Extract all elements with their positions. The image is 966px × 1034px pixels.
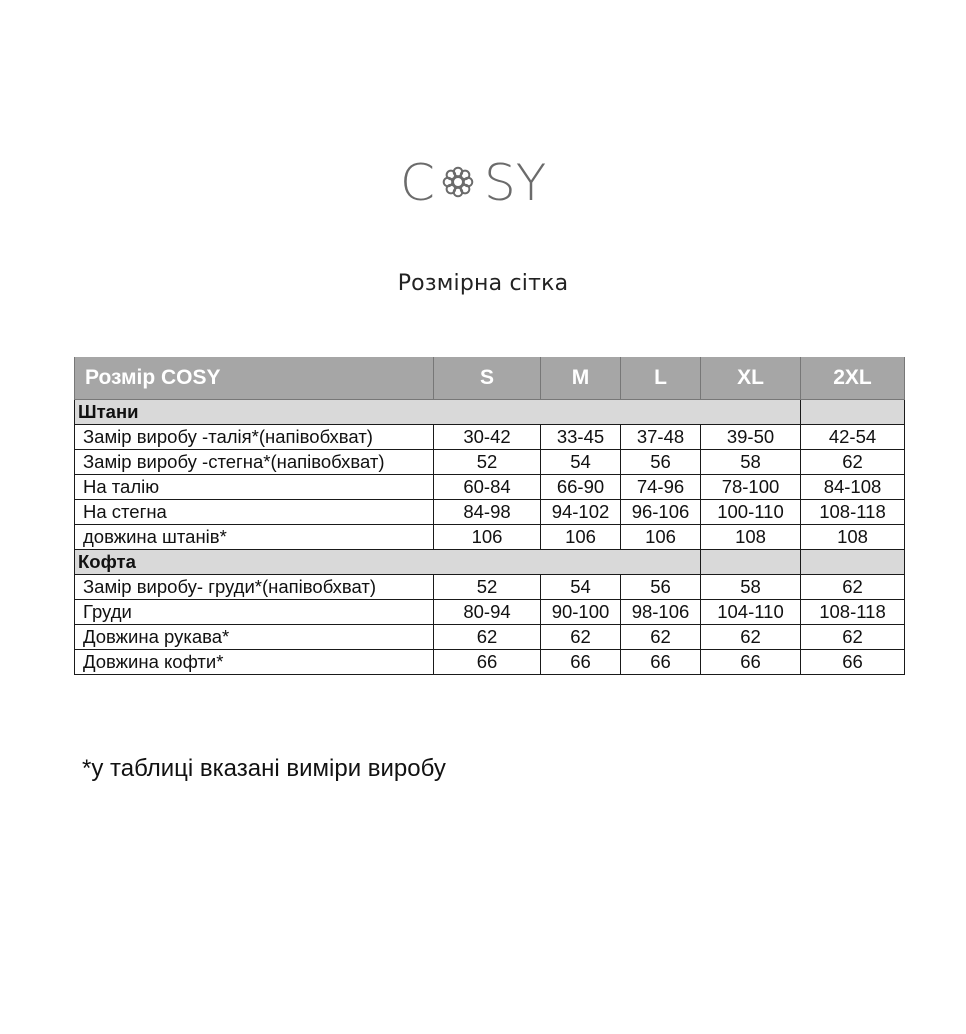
size-value-cell: 33-45	[540, 424, 621, 450]
size-value-cell: 108	[800, 524, 905, 550]
size-value-cell: 62	[700, 624, 801, 650]
size-value-cell: 37-48	[620, 424, 701, 450]
size-value-cell: 66	[540, 649, 621, 675]
size-value-cell: 106	[620, 524, 701, 550]
row-label: Довжина кофти*	[74, 649, 434, 675]
size-value-cell: 106	[540, 524, 621, 550]
row-label: Замір виробу -стегна*(напівобхват)	[74, 449, 434, 475]
size-value-cell: 54	[540, 574, 621, 600]
size-value-cell: 54	[540, 449, 621, 475]
table-row: Довжина рукава* 62 62 62 62 62	[74, 624, 905, 650]
size-value-cell: 106	[433, 524, 541, 550]
size-value-cell: 42-54	[800, 424, 905, 450]
cosy-logo: C SY	[400, 152, 570, 212]
size-value-cell: 62	[800, 574, 905, 600]
header-size-s: S	[433, 357, 541, 400]
logo-letters-sy: SY	[484, 154, 546, 212]
section-title: Штани	[74, 399, 801, 425]
row-label: Груди	[74, 599, 434, 625]
size-value-cell: 98-106	[620, 599, 701, 625]
table-row: На талію 60-84 66-90 74-96 78-100 84-108	[74, 474, 905, 500]
size-value-cell: 74-96	[620, 474, 701, 500]
size-value-cell: 58	[700, 574, 801, 600]
size-value-cell: 30-42	[433, 424, 541, 450]
size-value-cell: 80-94	[433, 599, 541, 625]
size-value-cell: 66	[620, 649, 701, 675]
section-title: Кофта	[74, 549, 701, 575]
size-value-cell: 66	[433, 649, 541, 675]
header-size-label: Розмір COSY	[74, 357, 434, 400]
row-label: Замір виробу -талія*(напівобхват)	[74, 424, 434, 450]
size-value-cell: 94-102	[540, 499, 621, 525]
size-chart-table: Розмір COSY S M L XL 2XL Штани Замір виро…	[74, 357, 905, 675]
logo-letter-c: C	[400, 154, 435, 212]
row-label: На талію	[74, 474, 434, 500]
section-empty-cell	[700, 549, 801, 575]
size-value-cell: 104-110	[700, 599, 801, 625]
table-row: Груди 80-94 90-100 98-106 104-110 108-118	[74, 599, 905, 625]
size-value-cell: 52	[433, 449, 541, 475]
table-row: Замір виробу -талія*(напівобхват) 30-42 33…	[74, 424, 905, 450]
table-row: довжина штанів* 106 106 106 108 108	[74, 524, 905, 550]
section-empty-cell	[800, 549, 905, 575]
size-value-cell: 108-118	[800, 599, 905, 625]
table-header-row: Розмір COSY S M L XL 2XL	[74, 357, 905, 400]
table-row: Замір виробу- груди*(напівобхват) 52 54 56 5…	[74, 574, 905, 600]
size-value-cell: 96-106	[620, 499, 701, 525]
table-row: На стегна 84-98 94-102 96-106 100-110 108-118	[74, 499, 905, 525]
size-value-cell: 84-98	[433, 499, 541, 525]
row-label: На стегна	[74, 499, 434, 525]
row-label: довжина штанів*	[74, 524, 434, 550]
size-value-cell: 60-84	[433, 474, 541, 500]
size-value-cell: 66	[800, 649, 905, 675]
size-value-cell: 62	[540, 624, 621, 650]
header-size-l: L	[620, 357, 701, 400]
size-value-cell: 56	[620, 574, 701, 600]
size-value-cell: 62	[800, 624, 905, 650]
header-size-m: M	[540, 357, 621, 400]
size-value-cell: 108	[700, 524, 801, 550]
flower-icon	[442, 166, 474, 198]
flower-petal	[459, 169, 471, 181]
size-value-cell: 108-118	[800, 499, 905, 525]
row-label: Замір виробу- груди*(напівобхват)	[74, 574, 434, 600]
page-title: Розмірна сітка	[397, 271, 569, 296]
table-row: Замір виробу -стегна*(напівобхват) 52 54 56…	[74, 449, 905, 475]
size-value-cell: 66	[700, 649, 801, 675]
size-value-cell: 66-90	[540, 474, 621, 500]
size-value-cell: 62	[620, 624, 701, 650]
size-value-cell: 62	[433, 624, 541, 650]
header-size-xl: XL	[700, 357, 801, 400]
size-value-cell: 84-108	[800, 474, 905, 500]
size-value-cell: 52	[433, 574, 541, 600]
size-value-cell: 62	[800, 449, 905, 475]
section-row-1: Кофта	[74, 549, 905, 575]
size-value-cell: 58	[700, 449, 801, 475]
table-row: Довжина кофти* 66 66 66 66 66	[74, 649, 905, 675]
size-value-cell: 90-100	[540, 599, 621, 625]
size-value-cell: 39-50	[700, 424, 801, 450]
row-label: Довжина рукава*	[74, 624, 434, 650]
section-row-0: Штани	[74, 399, 905, 425]
header-size-2xl: 2XL	[800, 357, 905, 400]
section-empty-cell	[800, 399, 905, 425]
size-value-cell: 100-110	[700, 499, 801, 525]
size-value-cell: 56	[620, 449, 701, 475]
footnote: *у таблиці вказані виміри виробу	[82, 755, 446, 782]
size-value-cell: 78-100	[700, 474, 801, 500]
